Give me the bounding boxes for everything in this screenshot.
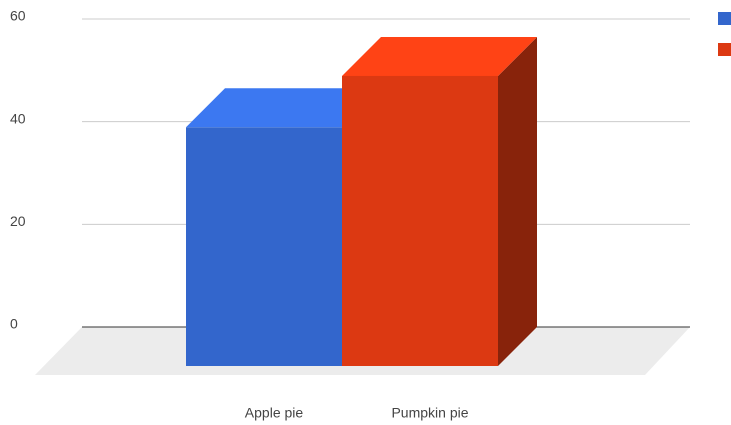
y-tick-label: 20 bbox=[10, 213, 26, 229]
y-tick-label: 0 bbox=[10, 316, 18, 332]
bar-top bbox=[186, 88, 381, 128]
bar bbox=[342, 75, 498, 366]
bar-top bbox=[342, 36, 537, 76]
x-tick-label: Apple pie bbox=[245, 405, 304, 421]
legend-swatch bbox=[718, 43, 731, 56]
bar bbox=[186, 127, 342, 366]
y-tick-label: 60 bbox=[10, 8, 26, 24]
legend-swatch bbox=[718, 12, 731, 25]
x-tick-label: Pumpkin pie bbox=[391, 405, 468, 421]
y-tick-label: 40 bbox=[10, 110, 26, 126]
bar-side bbox=[498, 36, 537, 366]
